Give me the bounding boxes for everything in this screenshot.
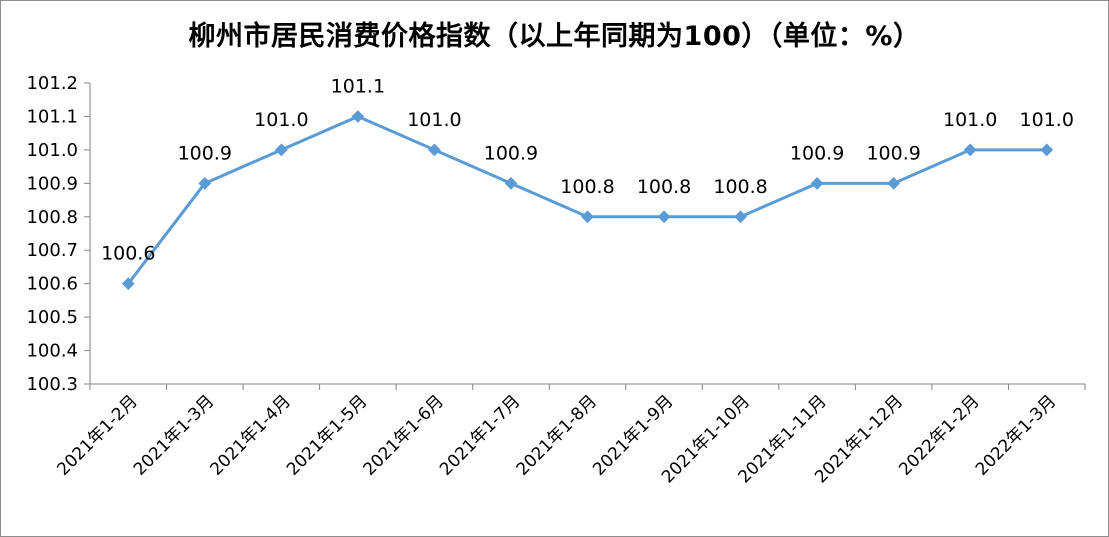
data-point: [963, 143, 977, 157]
y-tick-label: 100.4: [26, 341, 78, 362]
data-point: [198, 176, 212, 190]
data-point: [810, 176, 824, 190]
data-label: 101.0: [943, 109, 997, 131]
y-tick-label: 100.7: [26, 240, 78, 261]
data-point: [274, 143, 288, 157]
data-label: 101.0: [254, 109, 308, 131]
x-tick-label: 2022年1-2月: [895, 391, 983, 479]
chart-title: 柳州市居民消费价格指数（以上年同期为100）（单位：%）: [188, 21, 921, 52]
y-axis-ticks: 100.3 100.4 100.5 100.6 100.7 100.8 100.9 101.0…: [26, 73, 90, 395]
x-tick-label: 2021年1-7月: [436, 391, 524, 479]
x-tick-label: 2021年1-6月: [360, 391, 448, 479]
x-tick-label: 2021年1-3月: [130, 391, 218, 479]
data-label: 101.0: [1020, 109, 1074, 131]
data-point: [428, 143, 441, 157]
x-tick-label: 2021年1-4月: [206, 391, 294, 479]
series-group: [121, 110, 1054, 291]
y-tick-label: 101.0: [26, 140, 78, 161]
data-point: [657, 210, 671, 224]
x-axis-ticks: 2021年1-2月2021年1-3月2021年1-4月2021年1-5月2021…: [53, 384, 1086, 487]
y-tick-label: 101.1: [26, 106, 78, 127]
data-point: [581, 210, 594, 224]
x-tick-label: 2021年1-8月: [513, 391, 601, 479]
data-label: 100.8: [713, 176, 767, 198]
x-tick-label: 2022年1-3月: [972, 391, 1060, 479]
data-point: [351, 110, 365, 123]
y-tick-label: 100.8: [26, 207, 78, 228]
y-tick-label: 100.3: [26, 374, 78, 395]
x-tick-label: 2021年1-2月: [53, 391, 141, 479]
axes: [89, 83, 1085, 385]
data-point: [887, 176, 901, 190]
y-tick-label: 100.9: [26, 173, 78, 194]
data-point: [121, 277, 135, 291]
data-point: [1040, 143, 1054, 157]
data-label: 100.9: [484, 142, 538, 164]
data-label: 101.0: [407, 109, 461, 131]
data-label: 100.9: [866, 142, 920, 164]
x-tick-label: 2021年1-5月: [283, 391, 371, 479]
y-tick-label: 100.6: [26, 274, 78, 295]
data-label: 100.8: [560, 176, 614, 198]
data-label: 101.1: [331, 75, 385, 97]
y-tick-label: 100.5: [26, 307, 78, 328]
data-label: 100.8: [637, 176, 691, 198]
data-label: 100.9: [178, 142, 232, 164]
data-point: [504, 176, 518, 190]
data-label: 100.6: [101, 243, 155, 265]
data-labels: 100.6 100.9 101.0 101.1 101.0 100.9 100.8 100.8…: [101, 75, 1074, 264]
y-tick-label: 101.2: [26, 73, 78, 94]
data-point: [734, 210, 747, 224]
data-label: 100.9: [790, 142, 844, 164]
